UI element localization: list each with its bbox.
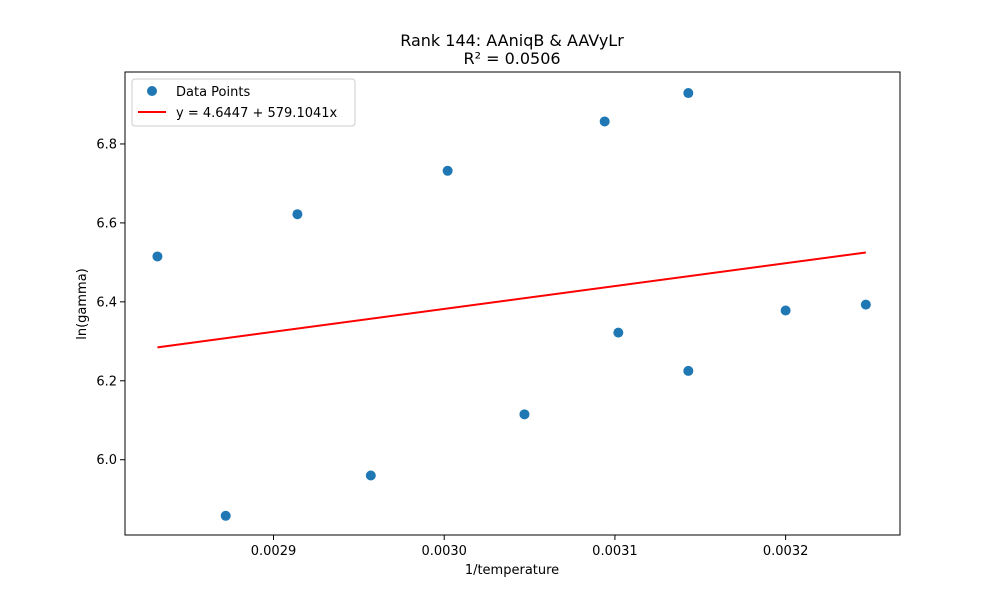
plot-background — [125, 72, 900, 535]
y-axis-label: ln(gamma) — [75, 268, 90, 340]
legend: Data Points y = 4.6447 + 579.1041x — [131, 78, 356, 127]
data-point — [860, 299, 871, 310]
y-axis: 6.0 6.2 6.4 6.6 6.8 — [96, 137, 125, 468]
legend-label-fit-line: y = 4.6447 + 579.1041x — [176, 106, 338, 121]
y-tick-label: 6.6 — [96, 216, 117, 231]
plot-area — [125, 72, 900, 535]
data-point — [683, 365, 694, 376]
x-axis-label: 1/temperature — [465, 563, 559, 578]
data-point — [220, 510, 231, 521]
data-point — [780, 305, 791, 316]
data-point — [152, 251, 163, 262]
data-point — [599, 116, 610, 127]
data-point — [442, 165, 453, 176]
y-tick-label: 6.4 — [96, 295, 117, 310]
legend-label-data-points: Data Points — [176, 85, 250, 100]
legend-frame — [131, 78, 356, 127]
x-tick-label: 0.0032 — [763, 544, 809, 559]
y-tick-label: 6.2 — [96, 374, 117, 389]
x-tick-label: 0.0031 — [592, 544, 638, 559]
x-tick-label: 0.0029 — [251, 544, 297, 559]
data-point — [683, 88, 694, 99]
x-tick-label: 0.0030 — [421, 544, 467, 559]
points-layer — [152, 88, 871, 521]
legend-marker-data-points — [147, 86, 157, 96]
y-tick-label: 6.8 — [96, 137, 117, 152]
y-tick-label: 6.0 — [96, 453, 117, 468]
data-point — [519, 409, 530, 420]
data-point — [365, 470, 376, 481]
chart-title: Rank 144: AAniqB & AAVyLr — [400, 31, 624, 50]
plot-frame — [124, 71, 901, 536]
fit-line — [157, 251, 866, 349]
x-axis: 0.0029 0.0030 0.0031 0.0032 — [251, 535, 809, 559]
chart-subtitle: R² = 0.0506 — [463, 49, 560, 68]
data-point — [292, 209, 303, 220]
fit-line-layer — [157, 251, 866, 349]
data-point — [613, 327, 624, 338]
